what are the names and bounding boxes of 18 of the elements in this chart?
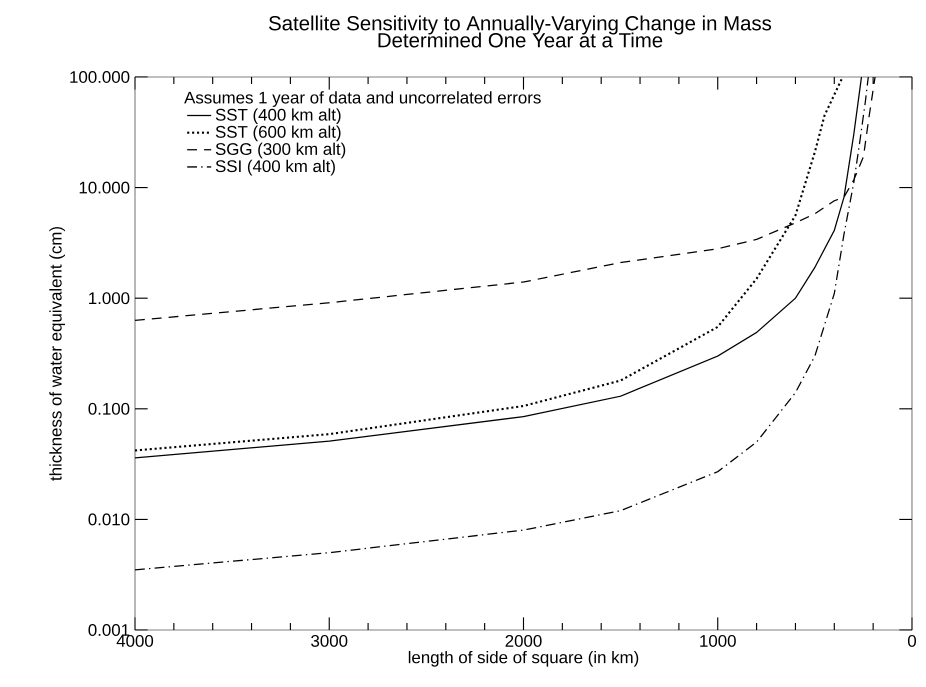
y-tick-label: 100.000 — [70, 71, 130, 83]
legend-label: SST (400 km alt) — [216, 108, 341, 124]
y-tick-label: 10.000 — [80, 182, 130, 194]
legend-label: SSI (400 km alt) — [216, 160, 335, 176]
y-axis-title: thickness of water equivalent (cm) — [49, 227, 66, 481]
legend-label: SGG (300 km alt) — [216, 142, 346, 158]
y-tick-label: 0.010 — [88, 513, 130, 526]
x-tick-label: 1000 — [700, 634, 736, 647]
x-axis-title: length of side of square (in km) — [408, 650, 638, 667]
y-tick-label: 0.001 — [88, 624, 130, 636]
x-tick-label: 4000 — [116, 634, 154, 647]
y-tick-label: 0.100 — [88, 402, 130, 415]
x-tick-label: 0 — [908, 634, 916, 647]
x-tick-label: 2000 — [506, 634, 542, 647]
x-tick-label: 3000 — [311, 634, 348, 647]
legend-label: SST (600 km alt) — [216, 125, 341, 142]
legend-title: Assumes 1 year of data and uncorrelated errors — [184, 91, 541, 107]
y-tick-label: 1.000 — [89, 292, 130, 304]
